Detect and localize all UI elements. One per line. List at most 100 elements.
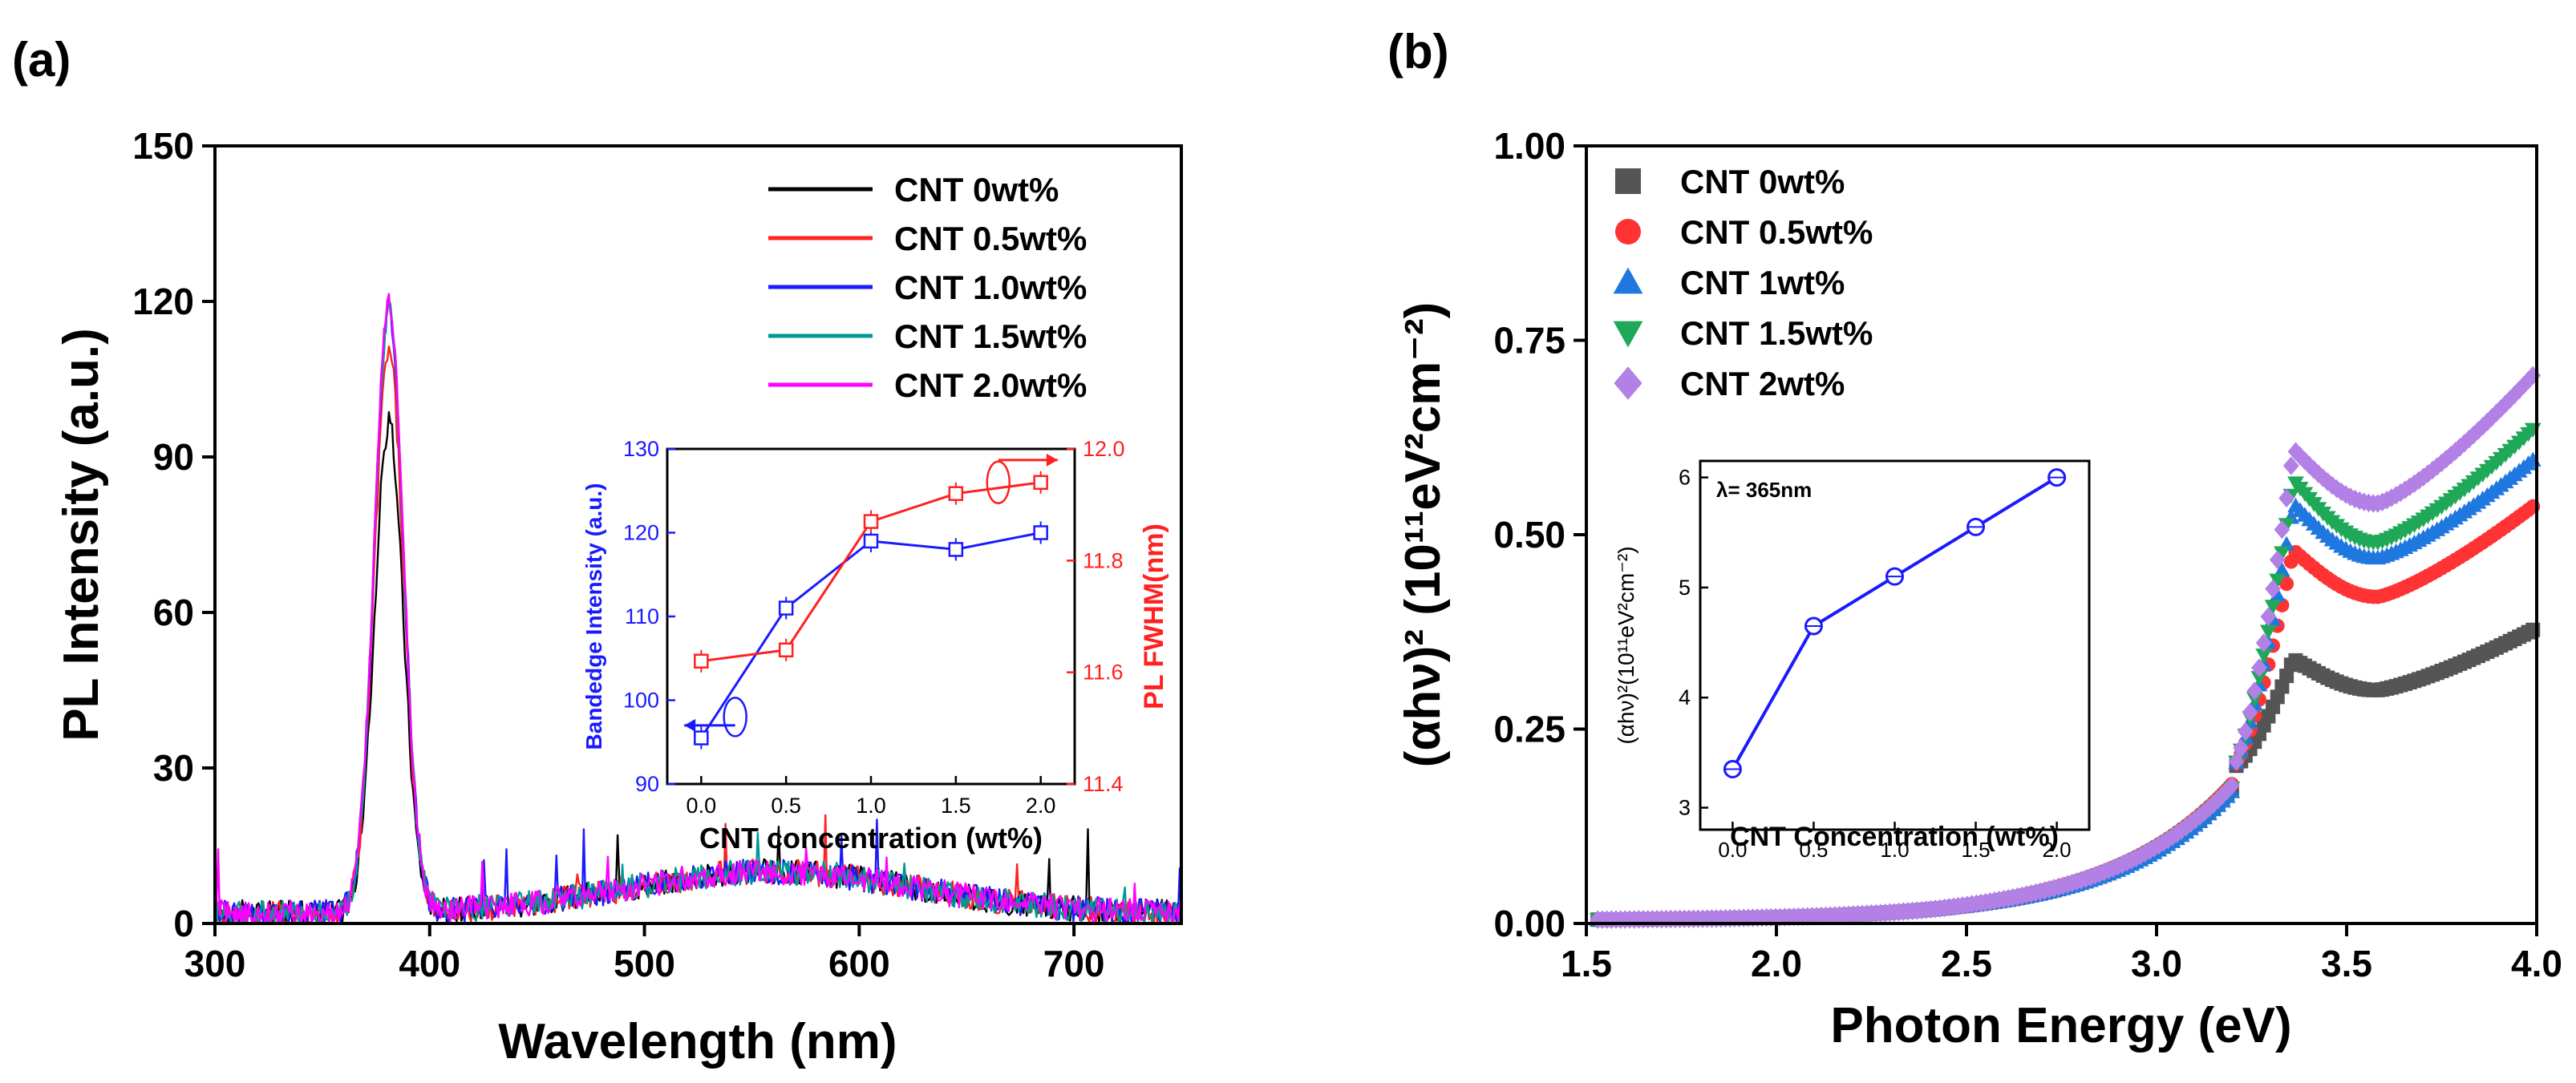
panel-a-inset-x-tick-label: 1.5	[941, 794, 971, 818]
panel-a-inset-yr-tick-label: 11.6	[1083, 661, 1124, 685]
panel-b-inset-x-tick-label: 0.0	[1718, 838, 1747, 862]
panel-b-series-marker	[2274, 562, 2290, 577]
panel-a-inset-point	[778, 600, 794, 616]
panel-b-y-tick-label: 0.00	[1493, 903, 1565, 944]
panel-a-inset-arrowhead-right	[1046, 453, 1058, 467]
panel-b-inset-x-tick-label: 0.5	[1799, 838, 1828, 862]
panel-b-series-marker	[2264, 600, 2282, 615]
panel-b-series-marker	[2233, 738, 2250, 758]
panel-b-inset-y-tick-label: 5	[1679, 576, 1691, 600]
panel-a-inset-point	[1033, 475, 1048, 491]
panel-a-inset-ylabel-left: Bandedge Intensity (a.u.)	[581, 483, 606, 750]
panel-a-inset-yl-tick-label: 100	[623, 689, 659, 713]
panel-a-inset-point	[863, 533, 879, 549]
panel-b-legend-marker	[1615, 168, 1641, 194]
panel-b-series-marker	[2219, 781, 2236, 800]
panel-b-inset-line	[1731, 475, 2058, 770]
panel-a-x-tick-label: 600	[828, 943, 890, 984]
panel-b-x-tick-label: 4.0	[2511, 943, 2562, 984]
panel-a-legend-label: CNT 1.0wt%	[894, 269, 1087, 306]
panel-a-inset-point	[1033, 525, 1048, 540]
panel-b-legend-label: CNT 1.5wt%	[1680, 314, 1873, 352]
panel-b-label: (b)	[1387, 25, 1449, 79]
panel-b-series-marker	[2274, 519, 2290, 539]
panel-a-xlabel: Wavelength (nm)	[498, 1014, 897, 1069]
panel-b-series	[1589, 366, 2542, 929]
panel-a-inset-ylabel-right: PL FWHM(nm)	[1139, 523, 1169, 709]
panel-b-series-marker	[2461, 429, 2477, 449]
panel-b-series-marker	[2452, 438, 2469, 457]
panel-b-series-marker	[2205, 794, 2222, 814]
panel-b-series-marker	[2265, 579, 2281, 599]
panel-b-inset-x-tick-label: 2.0	[2043, 838, 2072, 862]
panel-b-series-marker	[2301, 455, 2318, 475]
panel-b-series-marker	[2274, 546, 2290, 561]
panel-a-y-tick-label: 60	[153, 592, 194, 633]
panel-b-x-tick-label: 2.0	[1751, 943, 1802, 984]
panel-a-legend-label: CNT 2.0wt%	[894, 366, 1087, 404]
panel-b-inset-frame	[1699, 459, 2091, 831]
panel-b-x-tick-label: 3.0	[2131, 943, 2182, 984]
panel-b-series-marker	[2465, 425, 2482, 445]
panel-b-series-marker	[2223, 776, 2240, 795]
panel-b-inset-y-tick-label: 3	[1679, 796, 1691, 820]
panel-a-inset-x-tick-label: 1.0	[856, 794, 886, 818]
panel-a-inset-yl-tick-label: 90	[635, 772, 659, 796]
panel-a-inset-point	[778, 642, 794, 658]
panel-b-series-marker	[2260, 607, 2277, 626]
panel-a-inset-yr-tick-label: 12.0	[1083, 437, 1125, 461]
panel-b-legend-marker	[1614, 366, 1642, 400]
panel-b-series-marker	[2196, 802, 2213, 822]
panel-b-series-marker	[2479, 412, 2496, 432]
panel-b-series-marker	[2242, 702, 2258, 722]
panel-b-series-marker	[2269, 550, 2286, 570]
panel-b-y-tick-label: 0.75	[1493, 320, 1565, 362]
panel-a-y-tick-label: 150	[132, 125, 194, 167]
panel-a-inset-yl-tick-label: 120	[623, 521, 659, 545]
panel-b-series-marker	[2279, 669, 2295, 684]
panel-a-ylabel: PL Intensity (a.u.)	[54, 328, 109, 742]
panel-b-series-marker	[2470, 421, 2486, 440]
panel-b-ticks: 1.5 2.0 2.5 3.0 3.5 4.0 0.00 0.25 0.50 0.75 1.00	[1493, 125, 2562, 984]
panel-b-x-tick-label: 3.5	[2321, 943, 2372, 984]
panel-a-axes-frame	[213, 144, 1183, 925]
panel-b-inset-y-tick-label: 6	[1679, 466, 1691, 490]
panel-a-inset-yr-tick-label: 11.4	[1083, 772, 1124, 796]
panel-b-series-marker	[2260, 624, 2277, 640]
panel-a-series	[213, 293, 1183, 923]
panel-a: (a) 300 400 500 600 700 0 30 60 90 120 150 Wavelen…	[12, 33, 1183, 1069]
panel-b-series-marker	[2246, 681, 2263, 701]
panel-a-inset-point	[694, 730, 709, 746]
panel-b-series-marker	[2292, 447, 2309, 466]
panel-b-series-marker	[2201, 798, 2218, 818]
panel-a-x-tick-label: 500	[614, 943, 675, 984]
panel-a-inset-point	[948, 542, 964, 557]
panel-b-series-marker	[2250, 671, 2268, 686]
panel-b-inset-ylabel: (αhν)²(10¹¹eV²cm⁻²)	[1614, 546, 1638, 744]
panel-a-inset-yl-tick-label: 130	[623, 437, 659, 461]
panel-a-ticks: 300 400 500 600 700 0 30 60 90 120 150	[132, 125, 1104, 984]
panel-a-inset-marks: 0.0 0.5 1.0 1.5 2.0 90 100 110 120 130 11.4 11.6 11.…	[623, 437, 1125, 818]
panel-b-series-marker	[2447, 442, 2464, 461]
panel-a-legend: CNT 0wt% CNT 0.5wt% CNT 1.0wt% CNT 1.5wt% CN…	[768, 171, 1087, 404]
panel-a-inset-yr-tick-label: 11.8	[1083, 548, 1124, 572]
panel-b-series-marker	[2251, 658, 2267, 677]
panel-a-series-line	[213, 293, 1183, 923]
panel-a-inset-point	[948, 486, 964, 501]
panel-b-y-tick-label: 0.50	[1493, 514, 1565, 556]
panel-b-legend: CNT 0wt% CNT 0.5wt% CNT 1wt% CNT 1.5wt% CNT …	[1613, 163, 1873, 402]
panel-a-legend-label: CNT 0wt%	[894, 171, 1059, 208]
panel-a-inset-point	[694, 653, 709, 669]
panel-b-legend-marker	[1613, 321, 1643, 348]
panel-b-series-marker	[2457, 434, 2473, 453]
panel-a-legend-label: CNT 0.5wt%	[894, 220, 1087, 257]
panel-b-series-marker	[2279, 576, 2295, 592]
panel-a-inset-x-tick-label: 0.0	[687, 794, 717, 818]
panel-a-inset-x-tick-label: 0.5	[771, 794, 801, 818]
panel-a-inset-arrowhead-left	[684, 718, 696, 732]
panel-a-inset-ellipse-left	[723, 697, 747, 737]
panel-b-legend-label: CNT 2wt%	[1680, 365, 1845, 402]
panel-b-inset: 0.0 0.5 1.0 1.5 2.0 3 4 5 6 λ= 365nm CNT Concent…	[1614, 459, 2091, 862]
panel-b-series-marker	[2255, 633, 2272, 653]
